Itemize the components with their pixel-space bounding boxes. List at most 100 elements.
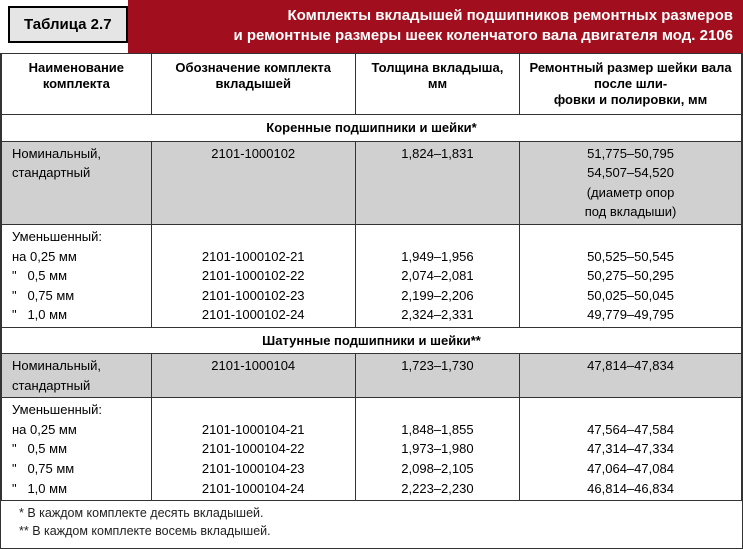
cell — [151, 398, 355, 420]
cell-thickness: 2,199–2,206 — [355, 286, 519, 306]
cell-name: Номинальный, — [2, 141, 152, 163]
table-row: на 0,25 мм 2101-1000104-21 1,848–1,855 4… — [2, 420, 742, 440]
data-table: Наименование комплекта Обозначение компл… — [1, 53, 742, 501]
cell-size: 47,314–47,334 — [520, 439, 742, 459]
cell-size: 51,775–50,795 — [520, 141, 742, 163]
cell-name: Уменьшенный: — [2, 398, 152, 420]
section-header-rod: Шатунные подшипники и шейки** — [2, 327, 742, 354]
cell-size: 47,064–47,084 — [520, 459, 742, 479]
cell-designation: 2101-1000104-24 — [151, 479, 355, 501]
cell — [355, 398, 519, 420]
cell-name: на 0,25 мм — [2, 247, 152, 267]
section-title-rod: Шатунные подшипники и шейки** — [2, 327, 742, 354]
cell-designation: 2101-1000104-21 — [151, 420, 355, 440]
table-row: Уменьшенный: — [2, 398, 742, 420]
table-row: (диаметр опор — [2, 183, 742, 203]
cell — [520, 224, 742, 246]
cell-size: под вкладыши) — [520, 202, 742, 224]
cell-size: 50,525–50,545 — [520, 247, 742, 267]
title-line-2: и ремонтные размеры шеек коленчатого вал… — [233, 27, 733, 44]
cell-thickness: 1,848–1,855 — [355, 420, 519, 440]
cell-size: 49,779–49,795 — [520, 305, 742, 327]
cell-name: Номинальный, — [2, 354, 152, 376]
cell-name: стандартный — [2, 376, 152, 398]
cell-designation: 2101-1000102-22 — [151, 266, 355, 286]
cell-name: на 0,25 мм — [2, 420, 152, 440]
document-root: Таблица 2.7 Комплекты вкладышей подшипни… — [0, 0, 743, 549]
cell-thickness: 1,949–1,956 — [355, 247, 519, 267]
cell-name: " 1,0 мм — [2, 305, 152, 327]
table-row: стандартный — [2, 376, 742, 398]
cell — [520, 398, 742, 420]
header-row: Таблица 2.7 Комплекты вкладышей подшипни… — [0, 0, 743, 53]
cell — [355, 183, 519, 203]
title-bar: Комплекты вкладышей подшипников ремонтны… — [128, 0, 743, 53]
cell-designation: 2101-1000102-24 — [151, 305, 355, 327]
cell-name: " 0,75 мм — [2, 459, 152, 479]
table-number: Таблица 2.7 — [8, 6, 128, 43]
cell-name: " 0,75 мм — [2, 286, 152, 306]
cell — [520, 376, 742, 398]
col-header-thickness: Толщина вкладыша, мм — [355, 53, 519, 115]
cell-name: Уменьшенный: — [2, 224, 152, 246]
cell-size: 50,275–50,295 — [520, 266, 742, 286]
cell — [2, 202, 152, 224]
col-header-repair-size: Ремонтный размер шейки вала после шли- ф… — [520, 53, 742, 115]
table-row: " 0,5 мм 2101-1000102-22 2,074–2,081 50,… — [2, 266, 742, 286]
title-line-1: Комплекты вкладышей подшипников ремонтны… — [287, 7, 733, 24]
table-row: " 0,75 мм 2101-1000104-23 2,098–2,105 47… — [2, 459, 742, 479]
cell — [355, 202, 519, 224]
cell-thickness: 1,973–1,980 — [355, 439, 519, 459]
cell-thickness: 2,324–2,331 — [355, 305, 519, 327]
cell — [355, 224, 519, 246]
table-row: под вкладыши) — [2, 202, 742, 224]
section-title-main: Коренные подшипники и шейки* — [2, 115, 742, 142]
cell-size: 47,564–47,584 — [520, 420, 742, 440]
cell-thickness: 2,074–2,081 — [355, 266, 519, 286]
table-row: " 1,0 мм 2101-1000104-24 2,223–2,230 46,… — [2, 479, 742, 501]
col-header-name: Наименование комплекта — [2, 53, 152, 115]
cell-name: " 0,5 мм — [2, 266, 152, 286]
cell — [151, 202, 355, 224]
cell-designation: 2101-1000104 — [151, 354, 355, 376]
table-container: Наименование комплекта Обозначение компл… — [0, 53, 743, 549]
table-tag-wrap: Таблица 2.7 — [0, 0, 128, 53]
table-row: Номинальный, 2101-1000102 1,824–1,831 51… — [2, 141, 742, 163]
cell-size: 46,814–46,834 — [520, 479, 742, 501]
cell-designation: 2101-1000102-23 — [151, 286, 355, 306]
cell-designation: 2101-1000104-22 — [151, 439, 355, 459]
cell-thickness: 1,723–1,730 — [355, 354, 519, 376]
table-row: Номинальный, 2101-1000104 1,723–1,730 47… — [2, 354, 742, 376]
cell-thickness: 2,223–2,230 — [355, 479, 519, 501]
table-row: на 0,25 мм 2101-1000102-21 1,949–1,956 5… — [2, 247, 742, 267]
cell-designation: 2101-1000102-21 — [151, 247, 355, 267]
cell-size: 54,507–54,520 — [520, 163, 742, 183]
section-header-main: Коренные подшипники и шейки* — [2, 115, 742, 142]
col-header-designation: Обозначение комплекта вкладышей — [151, 53, 355, 115]
table-header-row: Наименование комплекта Обозначение компл… — [2, 53, 742, 115]
cell-name: стандартный — [2, 163, 152, 183]
table-row: " 0,75 мм 2101-1000102-23 2,199–2,206 50… — [2, 286, 742, 306]
cell-name: " 0,5 мм — [2, 439, 152, 459]
cell-thickness: 2,098–2,105 — [355, 459, 519, 479]
footnote-2: ** В каждом комплекте восемь вкладышей. — [19, 523, 732, 541]
cell-size: (диаметр опор — [520, 183, 742, 203]
cell — [151, 376, 355, 398]
cell-designation: 2101-1000102 — [151, 141, 355, 163]
cell-size: 47,814–47,834 — [520, 354, 742, 376]
cell — [151, 224, 355, 246]
cell — [2, 183, 152, 203]
footnotes: * В каждом комплекте десять вкладышей. *… — [1, 500, 742, 548]
cell — [151, 163, 355, 183]
cell-thickness: 1,824–1,831 — [355, 141, 519, 163]
table-row: Уменьшенный: — [2, 224, 742, 246]
cell — [355, 376, 519, 398]
cell — [151, 183, 355, 203]
cell-name: " 1,0 мм — [2, 479, 152, 501]
table-row: " 1,0 мм 2101-1000102-24 2,324–2,331 49,… — [2, 305, 742, 327]
footnote-1: * В каждом комплекте десять вкладышей. — [19, 505, 732, 523]
cell-designation: 2101-1000104-23 — [151, 459, 355, 479]
table-row: стандартный 54,507–54,520 — [2, 163, 742, 183]
cell — [355, 163, 519, 183]
cell-size: 50,025–50,045 — [520, 286, 742, 306]
